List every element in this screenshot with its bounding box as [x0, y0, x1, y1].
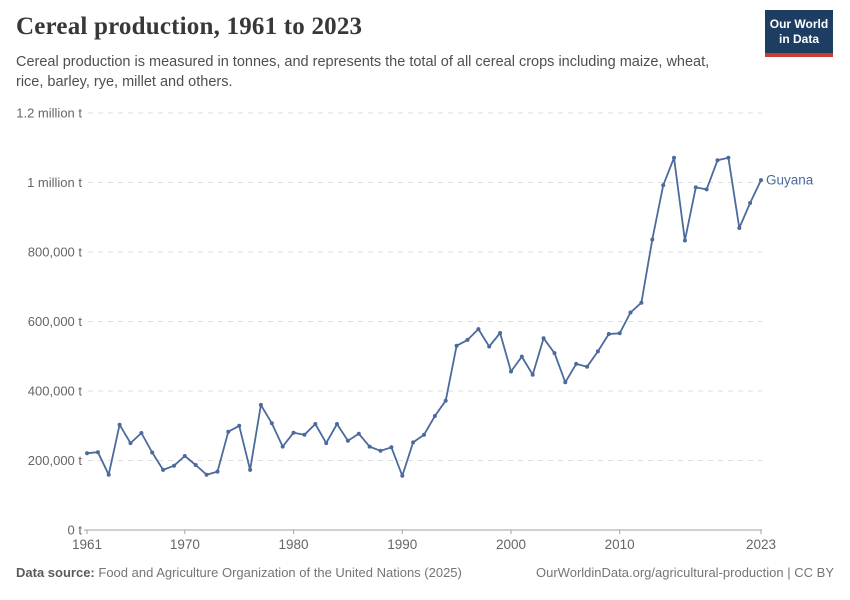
data-point-2002[interactable]	[530, 372, 535, 377]
data-point-1983[interactable]	[324, 441, 329, 446]
data-point-1973[interactable]	[215, 469, 220, 474]
data-point-1991[interactable]	[411, 440, 416, 445]
data-point-1966[interactable]	[139, 431, 144, 435]
data-point-2003[interactable]	[541, 336, 546, 341]
data-point-2021[interactable]	[737, 226, 742, 230]
x-tick-label: 1990	[387, 537, 417, 552]
data-point-2016[interactable]	[682, 238, 687, 243]
data-point-2006[interactable]	[574, 361, 579, 366]
y-tick-label: 1.2 million t	[16, 106, 82, 121]
data-point-1974[interactable]	[226, 429, 231, 434]
data-point-2018[interactable]	[704, 187, 709, 192]
data-point-1980[interactable]	[291, 430, 296, 435]
y-tick-label: 800,000 t	[28, 245, 83, 260]
data-source-value: Food and Agriculture Organization of the…	[98, 565, 462, 580]
data-point-2011[interactable]	[628, 310, 633, 315]
data-point-1994[interactable]	[443, 398, 448, 403]
data-source-label: Data source:	[16, 565, 95, 580]
x-tick-label: 2000	[496, 537, 526, 552]
chart-footer: Data source: Food and Agriculture Organi…	[0, 565, 850, 580]
line-chart[interactable]: 0 t 200,000 t 400,000 t 600,000 t 800,000 t 1…	[0, 98, 850, 560]
data-point-1976[interactable]	[248, 467, 253, 472]
x-tick-label: 2010	[605, 537, 635, 552]
data-point-1978[interactable]	[269, 421, 274, 426]
data-point-1972[interactable]	[204, 472, 209, 477]
data-point-1999[interactable]	[498, 331, 503, 335]
data-point-1985[interactable]	[345, 438, 350, 443]
data-point-1971[interactable]	[193, 463, 198, 467]
data-point-1996[interactable]	[465, 337, 470, 342]
license-link[interactable]: CC BY	[794, 565, 834, 580]
owid-logo-line2: in Data	[778, 32, 819, 46]
data-point-2005[interactable]	[563, 380, 568, 385]
data-point-1965[interactable]	[128, 441, 133, 446]
data-point-1992[interactable]	[422, 432, 426, 437]
data-point-2007[interactable]	[585, 364, 590, 369]
y-tick-label: 1 million t	[27, 175, 82, 190]
data-point-1967[interactable]	[150, 450, 155, 455]
footer-separator: |	[787, 565, 791, 580]
data-point-2009[interactable]	[606, 332, 611, 336]
data-point-1993[interactable]	[432, 414, 437, 418]
data-point-1990[interactable]	[400, 473, 405, 478]
data-point-1984[interactable]	[335, 422, 339, 426]
data-point-1998[interactable]	[487, 344, 492, 349]
data-point-2019[interactable]	[715, 158, 720, 163]
data-point-2004[interactable]	[552, 351, 557, 356]
data-point-1989[interactable]	[389, 445, 394, 450]
owid-logo-line1: Our World	[769, 17, 829, 31]
data-point-2001[interactable]	[519, 354, 524, 359]
page-title: Cereal production, 1961 to 2023	[16, 13, 363, 40]
data-point-2023[interactable]	[759, 178, 763, 183]
data-point-2014[interactable]	[661, 183, 666, 188]
data-point-2017[interactable]	[693, 185, 698, 190]
data-point-1968[interactable]	[161, 467, 166, 472]
data-point-1964[interactable]	[117, 422, 122, 427]
data-point-1981[interactable]	[302, 432, 307, 437]
x-tick-label: 1980	[279, 537, 309, 552]
owid-logo[interactable]: Our World in Data	[765, 10, 833, 57]
data-point-1997[interactable]	[476, 327, 481, 332]
y-tick-label: 600,000 t	[28, 314, 83, 329]
data-point-1970[interactable]	[182, 454, 187, 458]
chart-subtitle: Cereal production is measured in tonnes,…	[16, 54, 710, 91]
y-tick-label: 200,000 t	[28, 453, 83, 468]
x-tick-label: 1961	[72, 537, 102, 552]
y-tick-label: 0 t	[68, 523, 83, 538]
data-point-1986[interactable]	[356, 431, 361, 436]
data-point-1995[interactable]	[454, 343, 459, 348]
footer-links: OurWorldinData.org/agricultural-producti…	[536, 565, 834, 580]
data-point-1988[interactable]	[378, 448, 383, 453]
data-point-1963[interactable]	[106, 472, 111, 477]
y-tick-label: 400,000 t	[28, 384, 83, 399]
data-point-2012[interactable]	[639, 300, 644, 305]
data-point-1961[interactable]	[85, 451, 89, 456]
data-point-1962[interactable]	[95, 450, 100, 455]
data-point-2000[interactable]	[509, 369, 513, 374]
data-point-1969[interactable]	[172, 463, 176, 468]
x-tick-label: 2023	[746, 537, 776, 552]
series-end-label[interactable]: Guyana	[766, 173, 814, 188]
data-point-2013[interactable]	[650, 237, 655, 242]
data-point-1975[interactable]	[237, 423, 242, 428]
data-source: Data source: Food and Agriculture Organi…	[16, 565, 462, 580]
data-point-2008[interactable]	[595, 349, 600, 354]
data-point-1977[interactable]	[258, 402, 263, 407]
x-tick-label: 1970	[170, 537, 200, 552]
data-point-2015[interactable]	[672, 155, 676, 160]
data-point-2010[interactable]	[617, 331, 622, 336]
data-point-1979[interactable]	[280, 444, 285, 449]
series-line-guyana[interactable]	[86, 156, 762, 477]
data-point-1982[interactable]	[313, 422, 318, 426]
owid-url-link[interactable]: OurWorldinData.org/agricultural-producti…	[536, 565, 784, 580]
data-point-1987[interactable]	[367, 444, 372, 449]
data-point-2020[interactable]	[726, 155, 731, 160]
data-point-2022[interactable]	[748, 201, 753, 205]
